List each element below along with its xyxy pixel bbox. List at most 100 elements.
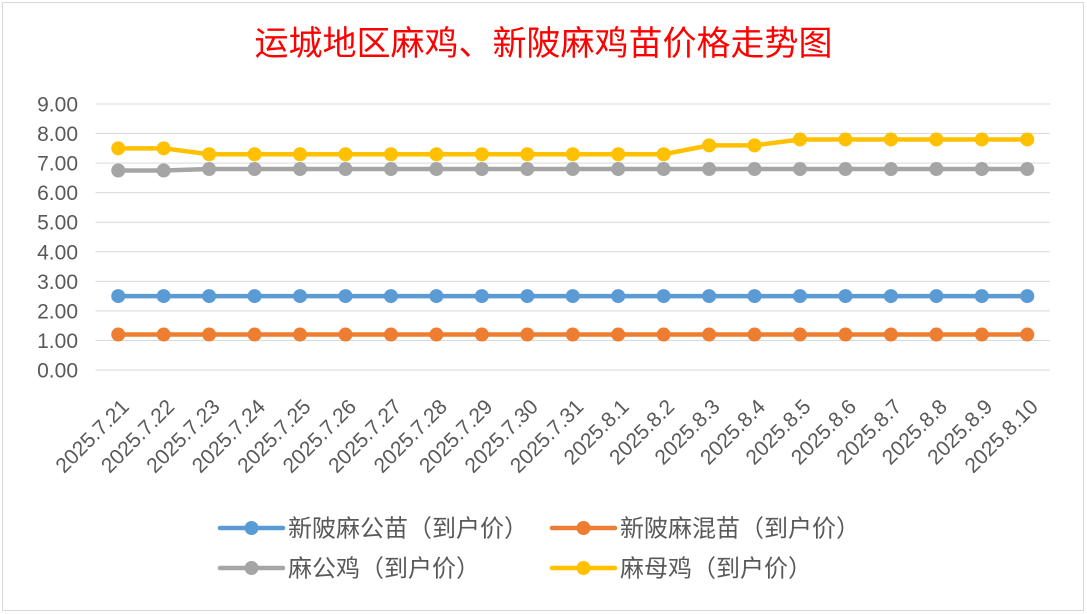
data-point <box>383 327 398 342</box>
data-point <box>793 289 808 304</box>
data-point <box>747 162 762 177</box>
data-point <box>202 147 217 162</box>
data-point <box>565 327 580 342</box>
data-point <box>611 327 626 342</box>
data-point <box>111 289 126 304</box>
data-point <box>520 147 535 162</box>
data-point <box>974 289 989 304</box>
data-point <box>156 327 171 342</box>
data-point <box>247 162 262 177</box>
data-point <box>656 327 671 342</box>
data-point <box>1020 162 1035 177</box>
data-point <box>656 289 671 304</box>
data-point <box>111 327 126 342</box>
y-tick-label: 8.00 <box>37 123 78 146</box>
data-point <box>247 289 262 304</box>
data-point <box>838 132 853 147</box>
data-point <box>974 162 989 177</box>
data-point <box>1020 132 1035 147</box>
data-point <box>520 327 535 342</box>
data-point <box>747 289 762 304</box>
legend-point-marker <box>576 521 591 535</box>
data-point <box>883 162 898 177</box>
data-point <box>702 162 717 177</box>
data-point <box>883 327 898 342</box>
series-1 <box>111 289 1035 304</box>
data-point <box>338 162 353 177</box>
data-point <box>338 147 353 162</box>
y-tick-label: 0.00 <box>37 360 78 383</box>
series-4 <box>111 132 1035 162</box>
y-tick-label: 5.00 <box>37 212 78 235</box>
data-point <box>702 289 717 304</box>
legend-item: 新陂麻混苗（到户价） <box>549 516 860 543</box>
y-tick-label: 1.00 <box>37 330 78 353</box>
data-point <box>974 132 989 147</box>
data-point <box>202 289 217 304</box>
data-point <box>565 162 580 177</box>
data-point <box>293 147 308 162</box>
legend: 新陂麻公苗（到户价） 新陂麻混苗（到户价） 麻公鸡（到户价） 麻母鸡（到户价） <box>217 516 860 583</box>
legend-label: 新陂麻公苗（到户价） <box>288 516 528 543</box>
data-point <box>883 289 898 304</box>
data-point <box>111 141 126 156</box>
data-point <box>247 147 262 162</box>
data-point <box>747 327 762 342</box>
data-point <box>520 162 535 177</box>
data-point <box>611 162 626 177</box>
data-point <box>793 162 808 177</box>
data-point <box>520 289 535 304</box>
series-2 <box>111 327 1035 342</box>
data-point <box>293 289 308 304</box>
legend-point-marker <box>244 561 259 575</box>
data-point <box>838 289 853 304</box>
data-point <box>474 147 489 162</box>
data-point <box>793 327 808 342</box>
data-point <box>111 163 126 178</box>
data-point <box>929 327 944 342</box>
legend-point-marker <box>576 561 591 575</box>
data-point <box>565 289 580 304</box>
legend-point-marker <box>244 521 259 535</box>
data-point <box>383 147 398 162</box>
data-point <box>838 162 853 177</box>
data-point <box>883 132 898 147</box>
data-point <box>702 327 717 342</box>
data-point <box>247 327 262 342</box>
data-point <box>702 138 717 153</box>
legend-item: 麻公鸡（到户价） <box>217 556 480 583</box>
legend-item: 麻母鸡（到户价） <box>549 556 812 583</box>
data-point <box>429 147 444 162</box>
data-point <box>565 147 580 162</box>
y-tick-label: 9.00 <box>37 94 78 117</box>
data-point <box>1020 289 1035 304</box>
data-point <box>156 289 171 304</box>
data-point <box>383 162 398 177</box>
legend-label: 新陂麻混苗（到户价） <box>620 516 860 543</box>
data-point <box>793 132 808 147</box>
data-point <box>929 289 944 304</box>
y-tick-label: 3.00 <box>37 271 78 294</box>
legend-item: 新陂麻公苗（到户价） <box>217 516 528 543</box>
y-tick-label: 7.00 <box>37 153 78 176</box>
data-point <box>929 162 944 177</box>
data-point <box>429 162 444 177</box>
y-tick-label: 2.00 <box>37 300 78 323</box>
data-point <box>1020 327 1035 342</box>
data-point <box>929 132 944 147</box>
data-point <box>293 162 308 177</box>
series-3 <box>111 162 1035 178</box>
data-point <box>202 162 217 177</box>
data-point <box>974 327 989 342</box>
data-point <box>429 327 444 342</box>
legend-label: 麻公鸡（到户价） <box>288 556 480 583</box>
data-point <box>838 327 853 342</box>
y-tick-label: 6.00 <box>37 182 78 205</box>
data-point <box>474 162 489 177</box>
y-axis-labels: 0.00 1.00 2.00 3.00 4.00 5.00 6.00 7.00 8.00 9.00 <box>37 94 78 383</box>
legend-label: 麻母鸡（到户价） <box>620 556 812 583</box>
y-tick-label: 4.00 <box>37 241 78 264</box>
data-point <box>474 327 489 342</box>
